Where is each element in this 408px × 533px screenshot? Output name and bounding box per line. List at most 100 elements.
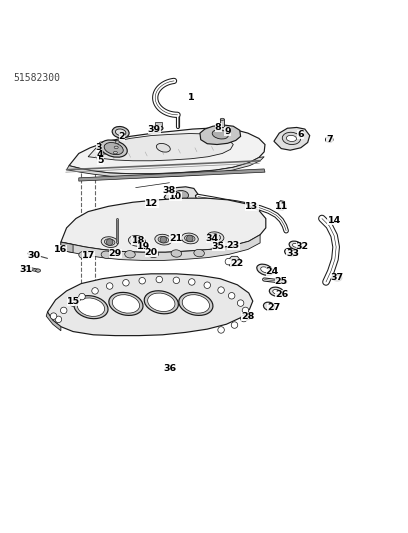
Polygon shape xyxy=(61,198,266,252)
Ellipse shape xyxy=(115,141,120,143)
Text: 33: 33 xyxy=(286,249,299,258)
Bar xyxy=(155,122,162,128)
Text: 37: 37 xyxy=(331,273,344,282)
Ellipse shape xyxy=(115,129,126,136)
Text: 39: 39 xyxy=(148,125,161,134)
Ellipse shape xyxy=(238,311,251,320)
Ellipse shape xyxy=(210,234,221,240)
Text: 29: 29 xyxy=(109,249,122,258)
Text: 31: 31 xyxy=(19,265,33,274)
Polygon shape xyxy=(164,187,198,205)
Text: 51582300: 51582300 xyxy=(13,74,60,83)
Polygon shape xyxy=(226,256,241,266)
Circle shape xyxy=(106,283,113,289)
Ellipse shape xyxy=(333,274,342,281)
Circle shape xyxy=(134,238,140,244)
Circle shape xyxy=(92,288,98,294)
Ellipse shape xyxy=(194,249,204,257)
Text: 1: 1 xyxy=(188,93,194,102)
Text: 27: 27 xyxy=(267,303,281,312)
Ellipse shape xyxy=(112,126,129,138)
Ellipse shape xyxy=(151,251,155,253)
Text: 13: 13 xyxy=(246,202,259,211)
Text: 22: 22 xyxy=(230,259,243,268)
Text: 10: 10 xyxy=(169,192,182,201)
Ellipse shape xyxy=(182,295,210,313)
Text: 11: 11 xyxy=(275,202,288,211)
Circle shape xyxy=(228,293,235,299)
Circle shape xyxy=(186,235,193,241)
Circle shape xyxy=(123,279,129,286)
Ellipse shape xyxy=(104,239,115,245)
Ellipse shape xyxy=(173,190,188,200)
Text: 3: 3 xyxy=(96,143,102,152)
Ellipse shape xyxy=(181,233,198,244)
Polygon shape xyxy=(61,242,73,253)
Circle shape xyxy=(160,237,166,243)
Ellipse shape xyxy=(285,248,296,256)
Ellipse shape xyxy=(113,151,118,154)
Text: 9: 9 xyxy=(224,127,231,136)
Ellipse shape xyxy=(28,252,34,255)
Polygon shape xyxy=(274,127,310,150)
Ellipse shape xyxy=(112,295,140,313)
Circle shape xyxy=(156,276,162,283)
Circle shape xyxy=(241,316,247,322)
Ellipse shape xyxy=(293,244,299,247)
Ellipse shape xyxy=(228,242,237,249)
Ellipse shape xyxy=(135,220,140,223)
Polygon shape xyxy=(61,235,260,261)
Circle shape xyxy=(204,282,211,288)
Ellipse shape xyxy=(150,250,157,255)
Text: 32: 32 xyxy=(296,243,309,252)
Ellipse shape xyxy=(286,135,297,141)
Circle shape xyxy=(225,259,232,265)
Ellipse shape xyxy=(74,296,108,319)
Ellipse shape xyxy=(212,130,228,139)
Circle shape xyxy=(60,307,67,313)
Text: 19: 19 xyxy=(137,243,151,252)
Text: 26: 26 xyxy=(275,289,289,298)
Circle shape xyxy=(212,234,219,240)
Ellipse shape xyxy=(79,252,89,259)
Text: 38: 38 xyxy=(163,185,176,195)
Circle shape xyxy=(188,279,195,285)
Circle shape xyxy=(218,327,224,333)
Circle shape xyxy=(173,277,180,284)
Circle shape xyxy=(106,239,113,245)
Circle shape xyxy=(139,278,145,284)
Ellipse shape xyxy=(184,235,195,242)
Circle shape xyxy=(237,300,244,306)
Ellipse shape xyxy=(242,313,248,318)
Ellipse shape xyxy=(35,269,40,272)
Ellipse shape xyxy=(155,235,172,245)
Polygon shape xyxy=(200,125,241,144)
Text: 15: 15 xyxy=(67,296,80,305)
Polygon shape xyxy=(88,134,233,161)
Bar xyxy=(220,119,224,127)
Ellipse shape xyxy=(273,289,280,294)
Text: 16: 16 xyxy=(54,245,67,254)
Circle shape xyxy=(70,300,76,306)
Ellipse shape xyxy=(77,298,104,317)
Text: 7: 7 xyxy=(326,135,333,144)
Ellipse shape xyxy=(129,236,145,246)
Polygon shape xyxy=(69,128,265,174)
Text: 28: 28 xyxy=(241,312,255,321)
Text: 20: 20 xyxy=(144,248,158,257)
Ellipse shape xyxy=(269,287,284,296)
Text: 34: 34 xyxy=(206,235,219,244)
Polygon shape xyxy=(47,274,253,336)
Ellipse shape xyxy=(114,146,118,149)
Circle shape xyxy=(335,276,340,280)
Text: 18: 18 xyxy=(131,236,145,245)
Text: 5: 5 xyxy=(98,156,104,165)
Ellipse shape xyxy=(148,293,175,311)
Polygon shape xyxy=(79,169,265,181)
Text: 35: 35 xyxy=(212,243,225,252)
Text: 12: 12 xyxy=(145,199,159,208)
Text: 36: 36 xyxy=(163,365,176,374)
Text: 14: 14 xyxy=(328,216,341,225)
Ellipse shape xyxy=(109,293,143,316)
Text: 25: 25 xyxy=(275,278,288,286)
